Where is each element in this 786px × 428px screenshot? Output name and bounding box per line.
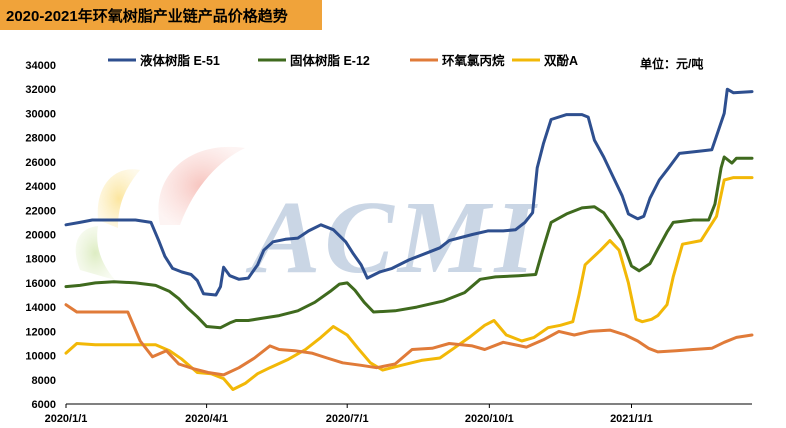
y-tick-label: 24000 [25, 181, 56, 193]
y-tick-label: 12000 [25, 326, 56, 338]
y-tick-label: 18000 [25, 254, 56, 266]
series-line-4 [64, 176, 754, 391]
y-tick-label: 28000 [25, 133, 56, 145]
y-tick-label: 34000 [25, 60, 56, 72]
x-tick-label: 2020/4/1 [185, 413, 228, 425]
y-tick-label: 16000 [25, 278, 56, 290]
x-tick-label: 2020/1/1 [45, 413, 88, 425]
y-tick-label: 30000 [25, 108, 56, 120]
x-tick-label: 2020/7/1 [326, 413, 369, 425]
y-tick-label: 20000 [25, 230, 56, 242]
x-tick-label: 2021/1/1 [610, 413, 653, 425]
x-axis-ticks: 2020/1/1 2020/4/1 2020/7/1 2020/10/1 2021/1/… [45, 404, 653, 425]
y-tick-label: 6000 [32, 399, 56, 411]
y-tick-label: 10000 [25, 351, 56, 363]
series-line-2 [64, 155, 754, 330]
series-lines [64, 87, 754, 391]
legend-label: 双酚A [543, 54, 578, 68]
legend-label: 液体树脂 E-51 [140, 53, 220, 68]
y-tick-label: 32000 [25, 84, 56, 96]
series-line-1 [64, 87, 754, 297]
legend-label: 固体树脂 E-12 [290, 53, 370, 68]
y-tick-label: 8000 [32, 375, 56, 387]
x-tick-label: 2020/10/1 [465, 413, 514, 425]
y-axis-ticks: 6000 8000 10000 12000 14000 16000 18000 20000 22… [25, 60, 56, 411]
y-tick-label: 26000 [25, 157, 56, 169]
series-line-3 [64, 303, 754, 377]
legend: 液体树脂 E-51 固体树脂 E-12 环氧氯丙烷 双酚A [108, 53, 578, 68]
y-tick-label: 14000 [25, 302, 56, 314]
y-tick-label: 22000 [25, 205, 56, 217]
chart-title: 2020-2021年环氧树脂产业链产品价格趋势 [6, 8, 288, 25]
unit-label: 单位：元/吨 [640, 57, 704, 71]
title-banner: 2020-2021年环氧树脂产业链产品价格趋势 [0, 0, 322, 30]
legend-label: 环氧氯丙烷 [442, 53, 505, 68]
